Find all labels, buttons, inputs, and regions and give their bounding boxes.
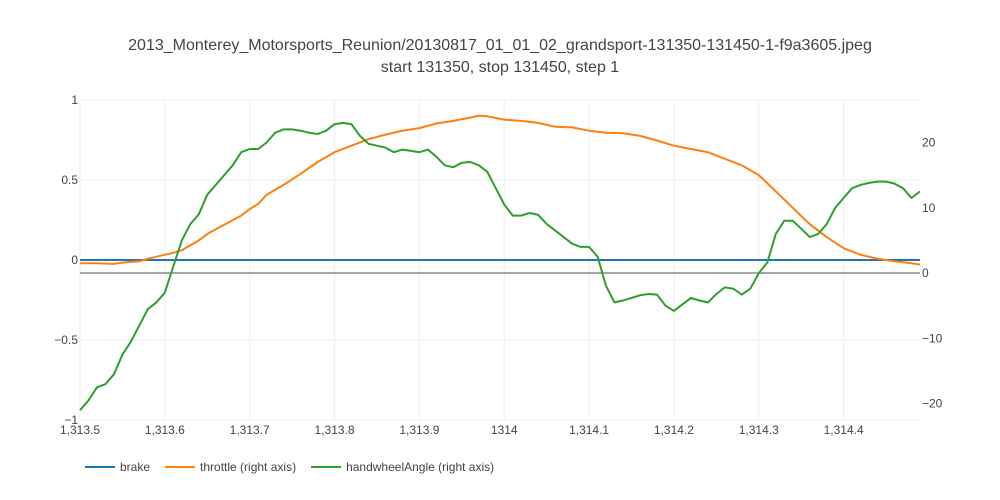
legend-item-handwheelangle[interactable]: handwheelAngle (right axis): [311, 460, 494, 474]
y-left-tick-label: 0: [71, 253, 78, 267]
legend-label: brake: [120, 460, 150, 474]
series-lines: [79, 114, 921, 411]
series-line-handwheelangle: [79, 121, 921, 411]
x-tick-label: 1,313.5: [60, 423, 100, 437]
y-left-tick-label: 0.5: [61, 173, 78, 187]
legend: brake throttle (right axis) handwheelAngle…: [85, 460, 494, 474]
y-right-tick-label: −20: [922, 397, 943, 411]
x-tick-label: 1314: [491, 423, 518, 437]
y-left-tick-label: −0.5: [54, 333, 78, 347]
y-axis-left-ticks: −1 −0.5 0 0.5 1: [54, 93, 78, 427]
x-tick-label: 1,313.9: [399, 423, 439, 437]
series-line-throttle: [80, 114, 921, 266]
legend-label: handwheelAngle (right axis): [346, 460, 494, 474]
x-tick-label: 1,314.3: [739, 423, 779, 437]
legend-item-throttle[interactable]: throttle (right axis): [165, 460, 296, 474]
y-right-tick-label: −10: [922, 331, 943, 345]
x-tick-label: 1,314.1: [569, 423, 609, 437]
y-left-tick-label: −1: [64, 413, 78, 427]
x-tick-label: 1,313.7: [230, 423, 270, 437]
y-right-tick-label: 20: [922, 135, 936, 149]
x-tick-label: 1,314.2: [654, 423, 694, 437]
chart-title: 2013_Monterey_Motorsports_Reunion/201308…: [128, 37, 872, 54]
x-tick-label: 1,314.4: [824, 423, 864, 437]
y-left-tick-label: 1: [71, 93, 78, 107]
legend-item-brake[interactable]: brake: [85, 460, 150, 474]
legend-label: throttle (right axis): [200, 460, 296, 474]
x-tick-label: 1,313.6: [145, 423, 185, 437]
x-axis-ticks: 1,313.5 1,313.6 1,313.7 1,313.8 1,313.9 1314 1…: [60, 423, 864, 437]
chart-subtitle: start 131350, stop 131450, step 1: [381, 59, 620, 76]
y-right-tick-label: 10: [922, 201, 936, 215]
y-axis-right-ticks: −20 −10 0 10 20: [922, 135, 943, 410]
y-right-tick-label: 0: [922, 266, 929, 280]
x-tick-label: 1,313.8: [315, 423, 355, 437]
